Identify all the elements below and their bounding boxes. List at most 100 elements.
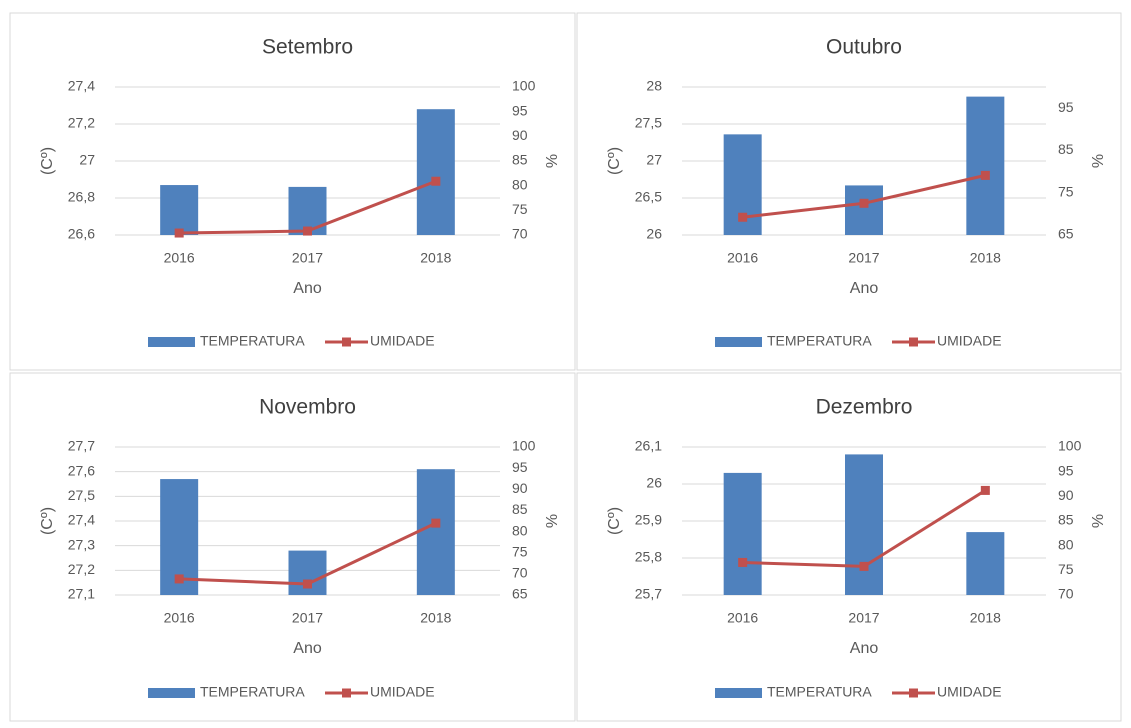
bar (723, 472, 762, 595)
y-axis-label: (Cº) (39, 147, 56, 175)
y-axis-label: (Cº) (606, 507, 623, 535)
y2-tick-label: 85 (1058, 141, 1074, 157)
y-tick-label: 27,3 (68, 536, 95, 552)
bar (416, 109, 455, 235)
x-tick-label: 2016 (727, 610, 758, 626)
x-tick-label: 2018 (420, 610, 451, 626)
y2-tick-label: 80 (1058, 536, 1074, 552)
y2-tick-label: 80 (512, 176, 528, 192)
y2-tick-label: 100 (512, 78, 536, 94)
panel-border (576, 372, 1122, 722)
y2-tick-label: 100 (1058, 438, 1082, 454)
y-tick-label: 27,2 (68, 115, 95, 131)
legend-swatch (715, 688, 762, 698)
y-axis-label: (Cº) (39, 507, 56, 535)
y2-tick-label: 85 (512, 152, 528, 168)
legend-label: UMIDADE (937, 333, 1002, 349)
legend-swatch (342, 337, 351, 347)
bar (416, 469, 455, 595)
y2-tick-label: 65 (512, 586, 528, 602)
y2-tick-label: 95 (1058, 462, 1074, 478)
chart-panel: Outubro 26 26,5 27 27,5 28 65 75 85 95 2016 2017 201… (576, 12, 1122, 371)
y-tick-label: 25,8 (635, 549, 662, 565)
line-marker (980, 170, 990, 180)
y-tick-label: 25,9 (635, 512, 662, 528)
chart-title: Novembro (259, 396, 356, 419)
y2-tick-label: 80 (512, 522, 528, 538)
x-axis-label: Ano (293, 640, 322, 657)
x-axis-label: Ano (850, 640, 879, 657)
legend-label: TEMPERATURA (200, 333, 305, 349)
chart-panel: Setembro 26,6 26,8 27 27,2 27,4 70 75 80 85 90 95 10… (9, 12, 576, 371)
legend-swatch (909, 688, 918, 698)
y-tick-label: 27,5 (635, 115, 662, 131)
panel-border (576, 12, 1122, 371)
y-tick-label: 26 (646, 226, 662, 242)
legend-swatch (715, 337, 762, 347)
legend-label: TEMPERATURA (200, 684, 305, 700)
x-tick-label: 2017 (848, 250, 879, 266)
bar (845, 454, 883, 595)
y2-tick-label: 75 (512, 201, 528, 217)
y2-tick-label: 90 (512, 480, 528, 496)
y-tick-label: 28 (646, 78, 662, 94)
y2-tick-label: 70 (512, 565, 528, 581)
y-tick-label: 27 (79, 152, 95, 168)
y2-tick-label: 100 (512, 438, 536, 454)
legend-label: UMIDADE (370, 684, 435, 700)
legend-swatch (909, 337, 918, 347)
x-axis-label: Ano (850, 280, 879, 297)
y2-tick-label: 75 (512, 543, 528, 559)
chart-panel: Novembro 27,1 27,2 27,3 27,4 27,5 27,6 27,7 65 70… (9, 372, 576, 722)
y-tick-label: 27 (646, 152, 662, 168)
chart-title: Dezembro (816, 396, 913, 419)
chart-panel: Dezembro 25,7 25,8 25,9 26 26,1 70 75 80 85 90 95 10… (576, 372, 1122, 722)
x-tick-label: 2018 (970, 250, 1001, 266)
x-tick-label: 2016 (164, 250, 195, 266)
y2-axis-label: % (1090, 154, 1107, 168)
y2-axis-label: % (544, 514, 561, 528)
line-marker (174, 574, 184, 584)
y2-tick-label: 90 (512, 127, 528, 143)
y-tick-label: 27,4 (68, 78, 95, 94)
y-tick-label: 26,6 (68, 226, 95, 242)
y-axis-label: (Cº) (606, 147, 623, 175)
bar (966, 96, 1005, 236)
legend-label: TEMPERATURA (767, 333, 872, 349)
y2-tick-label: 95 (1058, 99, 1074, 115)
y2-axis-label: % (544, 154, 561, 168)
y-tick-label: 27,5 (68, 487, 95, 503)
x-tick-label: 2016 (727, 250, 758, 266)
y2-tick-label: 70 (1058, 586, 1074, 602)
x-axis-label: Ano (293, 280, 322, 297)
y-tick-label: 27,2 (68, 561, 95, 577)
y2-axis-label: % (1090, 514, 1107, 528)
bar (966, 532, 1005, 595)
legend-label: TEMPERATURA (767, 684, 872, 700)
y-tick-label: 27,1 (68, 586, 95, 602)
chart-title: Setembro (262, 36, 353, 59)
y2-tick-label: 75 (1058, 561, 1074, 577)
line-marker (431, 176, 441, 186)
line-marker (174, 228, 184, 238)
y-tick-label: 25,7 (635, 586, 662, 602)
panel-border (9, 372, 576, 722)
y-tick-label: 27,4 (68, 512, 95, 528)
line-marker (431, 518, 441, 528)
bar (845, 185, 883, 235)
line-marker (303, 226, 312, 236)
y2-tick-label: 95 (512, 102, 528, 118)
y2-tick-label: 85 (512, 501, 528, 517)
line-marker (738, 557, 748, 567)
y-tick-label: 26 (646, 475, 662, 491)
x-tick-label: 2017 (292, 610, 323, 626)
y-tick-label: 26,5 (635, 189, 662, 205)
y2-tick-label: 90 (1058, 487, 1074, 503)
bar (160, 185, 199, 235)
legend-label: UMIDADE (370, 333, 435, 349)
x-tick-label: 2018 (420, 250, 451, 266)
y2-tick-label: 65 (1058, 226, 1074, 242)
line-marker (980, 485, 990, 495)
